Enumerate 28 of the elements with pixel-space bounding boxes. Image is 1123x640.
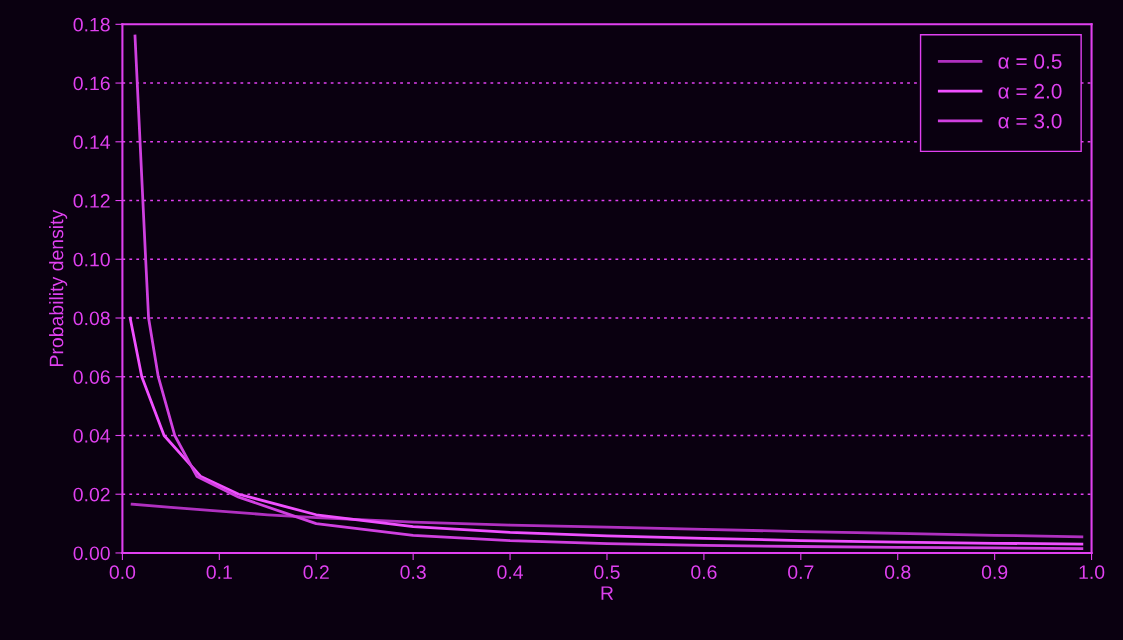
x-tick-label: 0.6 [691, 565, 717, 580]
y-axis-title: Probability density [49, 209, 68, 366]
y-tick-label: 0.10 [73, 252, 110, 267]
x-tick-label: 0.3 [400, 565, 426, 580]
y-tick-label: 0.12 [73, 194, 110, 208]
x-tick-label: 0.4 [497, 565, 524, 580]
y-tick-label: 0.00 [73, 546, 110, 561]
y-tick-label: 0.08 [73, 311, 110, 326]
legend-label: α = 2.0 [998, 83, 1062, 99]
x-tick-label: 1.0 [1079, 565, 1105, 580]
x-tick-label: 0.1 [206, 565, 232, 580]
y-tick-label: 0.16 [73, 76, 110, 91]
legend-label: α = 3.0 [998, 113, 1062, 129]
legend-label: α = 0.5 [998, 54, 1062, 69]
x-tick-label: 0.7 [788, 565, 814, 580]
x-tick-label: 0.2 [303, 565, 329, 580]
x-tick-label: 0.9 [981, 565, 1008, 580]
x-tick-label: 0.5 [594, 565, 620, 580]
y-tick-label: 0.06 [73, 370, 110, 384]
y-tick-label: 0.18 [73, 17, 110, 32]
line-series [128, 316, 1084, 546]
x-tick-label: 0.0 [109, 565, 136, 580]
x-axis-title: R [601, 586, 614, 600]
y-tick-label: 0.14 [73, 135, 111, 150]
y-tick-label: 0.02 [73, 487, 110, 502]
x-tick-label: 0.8 [884, 565, 911, 580]
line-series [130, 502, 1084, 539]
y-tick-label: 0.04 [73, 428, 111, 443]
